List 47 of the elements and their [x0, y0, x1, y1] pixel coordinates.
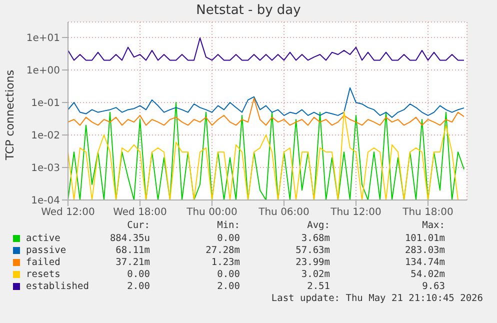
text: 101.01m — [404, 233, 445, 244]
line-series — [68, 87, 464, 118]
x-tick-label: Wed 12:00 — [41, 207, 95, 218]
text: Avg: — [306, 220, 330, 231]
text: 283.03m — [404, 245, 445, 256]
y-tick-label: 1e-03 — [31, 163, 60, 174]
text: 27.28m — [204, 245, 240, 256]
text: 3.02m — [300, 269, 330, 280]
text: Max: — [421, 220, 445, 231]
legend-label: resets — [26, 269, 60, 280]
line-series — [68, 38, 464, 61]
text: 68.11m — [114, 245, 150, 256]
x-tick-label: Thu 00:00 — [186, 207, 238, 218]
text: 0.00 — [216, 269, 240, 280]
legend-label: established — [26, 281, 89, 292]
text: 1.23m — [210, 257, 240, 268]
chart-title: Netstat - by day — [195, 3, 302, 18]
line-series — [68, 98, 464, 126]
text: Cur: — [126, 220, 150, 231]
text: Last update: Thu May 21 21:10:45 2026 — [271, 293, 483, 304]
y-tick-label: 1e+01 — [26, 33, 60, 44]
text: 54.02m — [410, 269, 445, 280]
text: 9.63 — [421, 281, 445, 292]
x-tick-label: Thu 18:00 — [402, 207, 454, 218]
text: 2.51 — [306, 281, 330, 292]
y-tick-label: 1e+00 — [26, 66, 60, 77]
x-tick-label: Thu 12:00 — [330, 207, 382, 218]
y-tick-label: 1e-04 — [31, 196, 60, 207]
x-tick-label: Wed 18:00 — [113, 207, 167, 218]
y-tick-label: 1e-01 — [31, 98, 60, 110]
y-tick-label: 1e-02 — [31, 130, 60, 142]
text: 57.63m — [294, 245, 330, 256]
text: 2.00 — [216, 281, 240, 292]
x-tick-label: Thu 06:00 — [258, 207, 310, 218]
text: 884.35u — [108, 233, 150, 244]
text: 23.99m — [294, 257, 330, 268]
legend-label: active — [26, 233, 60, 244]
text: 3.68m — [300, 233, 330, 244]
text: 0.00 — [126, 269, 150, 280]
y-axis-title: TCP connections — [4, 70, 16, 160]
legend-label: failed — [26, 257, 60, 268]
text: 2.00 — [126, 281, 150, 292]
text: 37.21m — [114, 257, 150, 268]
text: 134.74m — [404, 257, 445, 268]
text: Min: — [216, 220, 240, 231]
legend-label: passive — [26, 245, 66, 256]
text: 0.00 — [216, 233, 240, 244]
